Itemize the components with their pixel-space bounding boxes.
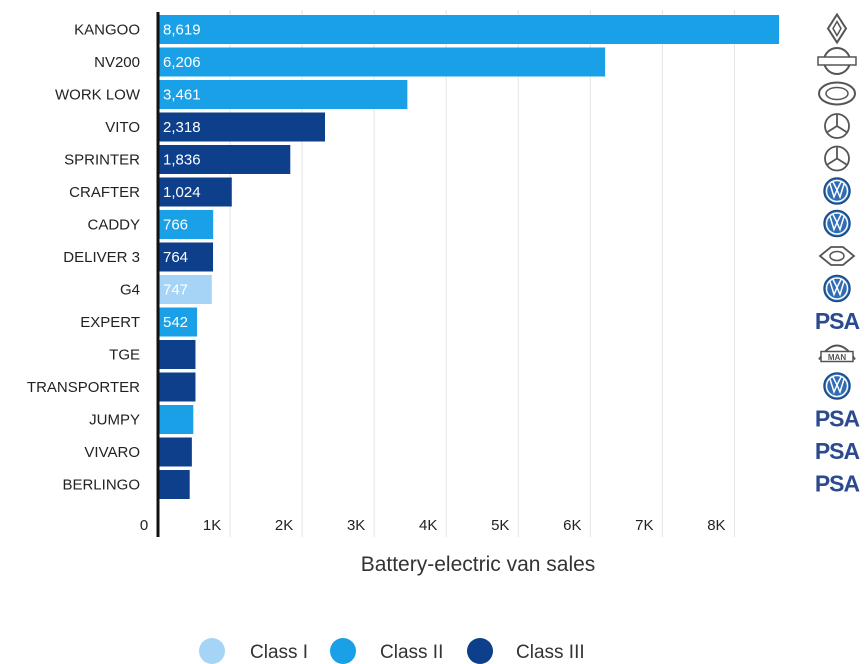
man-logo: MAN (818, 344, 856, 363)
vw-logo (823, 177, 851, 205)
brand-logos: PSA MAN PSA PSA PSA (815, 12, 861, 497)
bar-kangoo (158, 15, 779, 44)
psa-logo: PSA (815, 471, 861, 497)
x-tick-label: 0 (140, 517, 148, 534)
value-label: 8,619 (163, 22, 201, 39)
value-label: 6,206 (163, 54, 201, 71)
legend-label: Class III (516, 642, 585, 663)
saic-logo (818, 81, 856, 106)
value-label: 1,024 (163, 184, 201, 201)
vw-logo (823, 274, 851, 303)
bar-expert (158, 307, 198, 337)
value-label: 2,318 (163, 119, 201, 136)
legend-swatch (330, 638, 356, 664)
bar-caddy (158, 210, 214, 239)
category-label: EXPERT (80, 314, 140, 331)
x-tick-label: 4K (419, 517, 437, 534)
axes: 0 1K 2K 3K 4K 5K 6K 7K 8K KANGOO NV200 WORK LOW VITO… (27, 12, 726, 537)
bar-nv200 (158, 47, 606, 77)
x-tick-label: 3K (347, 517, 365, 534)
bar-transporter (158, 372, 196, 402)
category-label: NV200 (94, 54, 140, 71)
category-label: CRAFTER (69, 184, 140, 201)
value-label: 766 (163, 217, 188, 234)
bar-vito (158, 112, 326, 142)
category-label: BERLINGO (62, 477, 140, 494)
category-label: SPRINTER (64, 152, 140, 169)
category-label: VIVARO (84, 444, 140, 461)
x-tick-label: 7K (635, 517, 653, 534)
svg-text:PSA: PSA (815, 438, 860, 464)
category-label: TGE (109, 347, 140, 364)
legend-swatch (199, 638, 225, 664)
bars: 8,619 6,206 3,461 2,318 1,836 1,024 766 764 747 5… (158, 15, 779, 499)
x-tick-label: 1K (203, 517, 221, 534)
value-label: 3,461 (163, 87, 201, 104)
value-label: 747 (163, 282, 188, 299)
bar-g4 (158, 275, 212, 304)
legend-label: Class II (380, 642, 443, 663)
value-label: 1,836 (163, 152, 201, 169)
x-tick-label: 6K (563, 517, 581, 534)
mercedes-logo (824, 145, 850, 172)
category-label: TRANSPORTER (27, 379, 140, 396)
bar-deliver-3 (158, 242, 214, 272)
bar-berlingo (158, 470, 190, 499)
svg-text:MAN: MAN (828, 353, 846, 362)
renault-logo (826, 12, 848, 45)
category-label: G4 (120, 282, 140, 299)
bar-sprinter (158, 145, 291, 174)
bar-tge (158, 340, 196, 369)
category-label: CADDY (87, 217, 140, 234)
psa-logo: PSA (815, 308, 861, 334)
psa-logo: PSA (815, 406, 861, 432)
svg-text:PSA: PSA (815, 471, 860, 497)
bar-vivaro (158, 437, 192, 467)
ldv-logo (818, 246, 856, 266)
category-label: KANGOO (74, 22, 140, 39)
legend-label: Class I (250, 642, 308, 663)
x-axis-title: Battery-electric van sales (361, 553, 596, 576)
bar-crafter (158, 177, 232, 207)
bar-jumpy (158, 405, 194, 434)
category-label: DELIVER 3 (63, 249, 140, 266)
category-label: JUMPY (89, 412, 140, 429)
category-label: VITO (105, 119, 140, 136)
svg-text:PSA: PSA (815, 406, 860, 432)
x-tick-label: 5K (491, 517, 509, 534)
x-tick-label: 8K (707, 517, 725, 534)
legend: Class I Class II Class III (199, 638, 585, 664)
vw-logo (823, 209, 851, 238)
value-label: 764 (163, 249, 188, 266)
mercedes-logo (824, 113, 850, 139)
vw-logo (823, 372, 851, 400)
x-tick-label: 2K (275, 517, 293, 534)
value-label: 542 (163, 314, 188, 331)
legend-swatch (467, 638, 493, 664)
psa-logo: PSA (815, 438, 861, 464)
nissan-logo (817, 47, 857, 75)
bar-work-low (158, 80, 408, 109)
svg-text:PSA: PSA (815, 308, 860, 334)
category-label: WORK LOW (55, 87, 141, 104)
